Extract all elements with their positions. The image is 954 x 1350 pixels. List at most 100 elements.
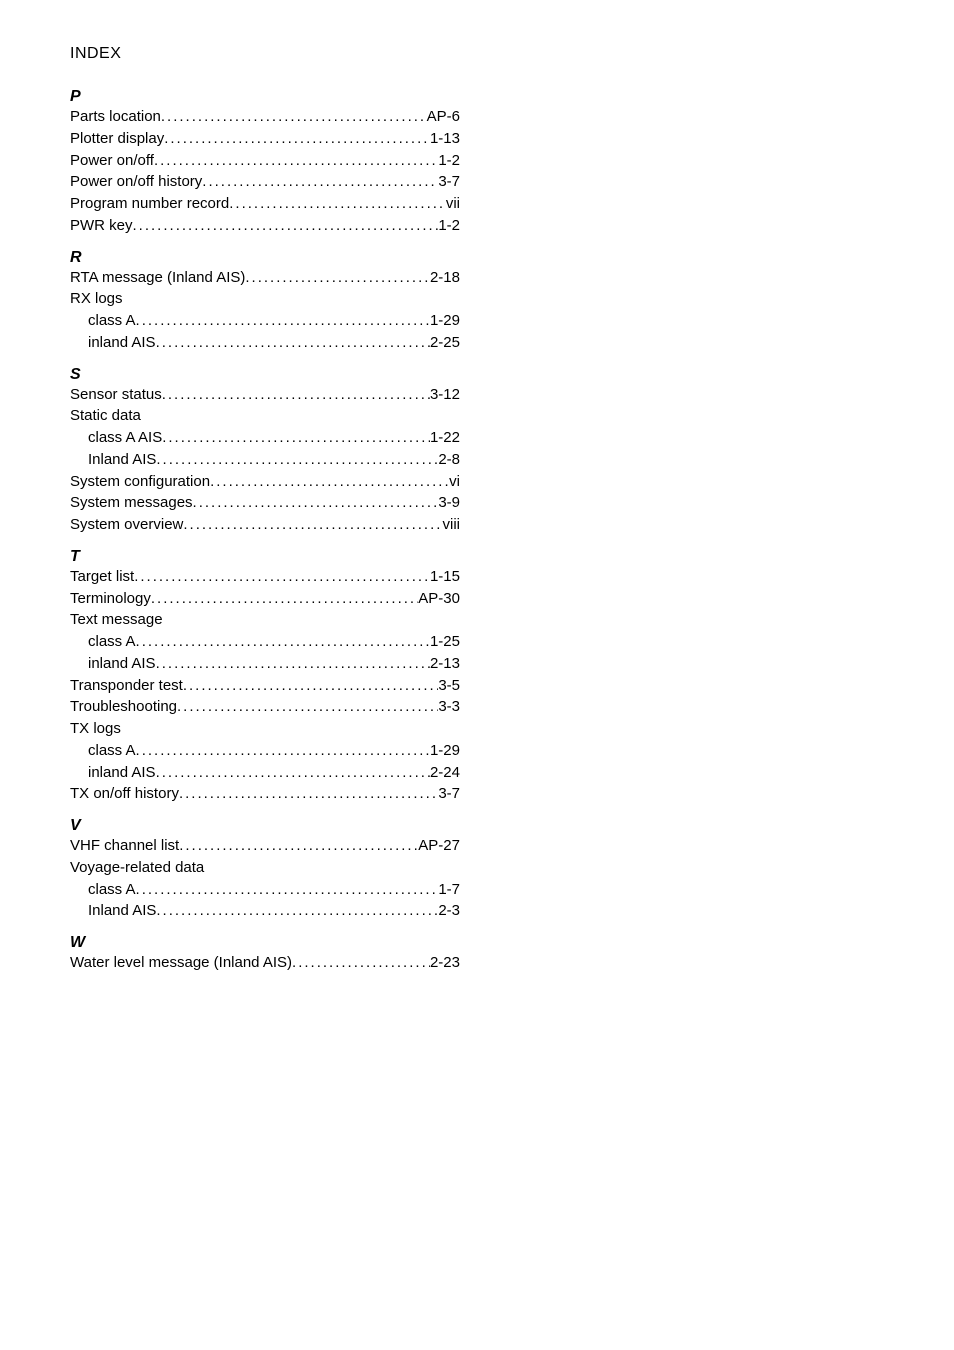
index-entry: System messages ........................… [70,492,460,514]
index-entry-page: 2-25 [430,332,460,354]
index-entry-page: AP-27 [418,835,460,857]
index-entry-page: 2-24 [430,762,460,784]
index-entry-page: 1-15 [430,566,460,588]
index-entry-page: 1-29 [430,310,460,332]
index-entry: System overview ........................… [70,514,460,536]
index-container: PParts location ........................… [70,88,884,974]
index-entry-label: Target list [70,566,134,588]
index-entry-label: inland AIS [88,762,156,784]
index-entry-dots: ........................................… [156,762,430,784]
index-section: PParts location ........................… [70,88,884,237]
index-entry: Water level message (Inland AIS) .......… [70,952,460,974]
index-entry-dots: ........................................… [245,267,430,289]
index-entry-page: 2-18 [430,267,460,289]
index-entry-dots: ........................................… [229,193,446,215]
index-section: VVHF channel list ......................… [70,817,884,922]
index-entry: class A ................................… [70,310,460,332]
index-parent-entry: TX logs [70,718,460,740]
index-section: SSensor status .........................… [70,366,884,536]
index-entry-page: 1-29 [430,740,460,762]
index-entry-dots: ........................................… [136,879,439,901]
index-entry: VHF channel list .......................… [70,835,460,857]
index-entry-label: Parts location [70,106,161,128]
index-entry-label: Power on/off [70,150,154,172]
section-letter: V [70,817,884,835]
index-entry: Troubleshooting ........................… [70,696,460,718]
index-entry-page: 1-2 [438,215,460,237]
index-entry: Terminology ............................… [70,588,460,610]
index-entry-label: inland AIS [88,653,156,675]
index-entry: Inland AIS .............................… [70,900,460,922]
index-entry: inland AIS .............................… [70,762,460,784]
index-entry: Transponder test .......................… [70,675,460,697]
index-entry-label: Power on/off history [70,171,202,193]
index-entry-page: 2-3 [438,900,460,922]
index-entry-label: TX on/off history [70,783,179,805]
index-entry-label: Program number record [70,193,229,215]
index-entry-dots: ........................................… [179,835,418,857]
index-entry: Sensor status ..........................… [70,384,460,406]
index-entry: class A ................................… [70,879,460,901]
index-entry-page: vii [446,193,460,215]
index-entry-dots: ........................................… [156,653,430,675]
index-entry-dots: ........................................… [156,332,430,354]
index-entry: Inland AIS .............................… [70,449,460,471]
section-letter: S [70,366,884,384]
index-entry-label: Terminology [70,588,151,610]
index-entry-label: System overview [70,514,183,536]
index-entry-label: Inland AIS [88,449,156,471]
index-entry-page: 2-23 [430,952,460,974]
index-entry-page: 3-7 [438,783,460,805]
index-entry-dots: ........................................… [156,449,438,471]
index-entry-dots: ........................................… [154,150,438,172]
section-letter: W [70,934,884,952]
index-entry-dots: ........................................… [162,384,430,406]
index-section: WWater level message (Inland AIS) ......… [70,934,884,974]
index-entry-label: class A [88,740,136,762]
index-entry-dots: ........................................… [177,696,438,718]
section-letter: R [70,249,884,267]
index-entry: Parts location .........................… [70,106,460,128]
index-entry-page: 2-13 [430,653,460,675]
index-entry-label: VHF channel list [70,835,179,857]
index-entry-page: 1-22 [430,427,460,449]
index-entry-dots: ........................................… [136,631,430,653]
index-entry: Target list ............................… [70,566,460,588]
page-header: INDEX [70,45,884,63]
index-entry: Plotter display ........................… [70,128,460,150]
index-entry-dots: ........................................… [136,740,430,762]
index-parent-entry: Static data [70,405,460,427]
index-entry-dots: ........................................… [162,427,430,449]
index-entry: Program number record ..................… [70,193,460,215]
index-entry-dots: ........................................… [183,514,442,536]
index-entry: RTA message (Inland AIS) ...............… [70,267,460,289]
index-entry-label: Inland AIS [88,900,156,922]
index-entry: Power on/off ...........................… [70,150,460,172]
index-entry: class A ................................… [70,740,460,762]
index-entry-label: Plotter display [70,128,164,150]
index-entry-page: 2-8 [438,449,460,471]
index-entry-page: AP-6 [427,106,460,128]
index-entry-page: 1-25 [430,631,460,653]
index-entry-dots: ........................................… [161,106,427,128]
index-entry-label: Sensor status [70,384,162,406]
index-entry: System configuration ...................… [70,471,460,493]
index-entry-label: Troubleshooting [70,696,177,718]
index-entry-dots: ........................................… [202,171,438,193]
index-entry-dots: ........................................… [164,128,430,150]
index-entry-label: RTA message (Inland AIS) [70,267,245,289]
index-entry-dots: ........................................… [292,952,430,974]
index-parent-entry: Text message [70,609,460,631]
index-entry-label: Transponder test [70,675,183,697]
index-entry-dots: ........................................… [179,783,438,805]
section-letter: P [70,88,884,106]
index-entry: inland AIS .............................… [70,332,460,354]
index-entry: PWR key ................................… [70,215,460,237]
index-entry-dots: ........................................… [133,215,439,237]
index-parent-entry: Voyage-related data [70,857,460,879]
index-entry-label: class A AIS [88,427,162,449]
index-entry-page: 1-13 [430,128,460,150]
index-entry-dots: ........................................… [193,492,439,514]
index-entry: class A AIS ............................… [70,427,460,449]
index-entry-label: class A [88,310,136,332]
